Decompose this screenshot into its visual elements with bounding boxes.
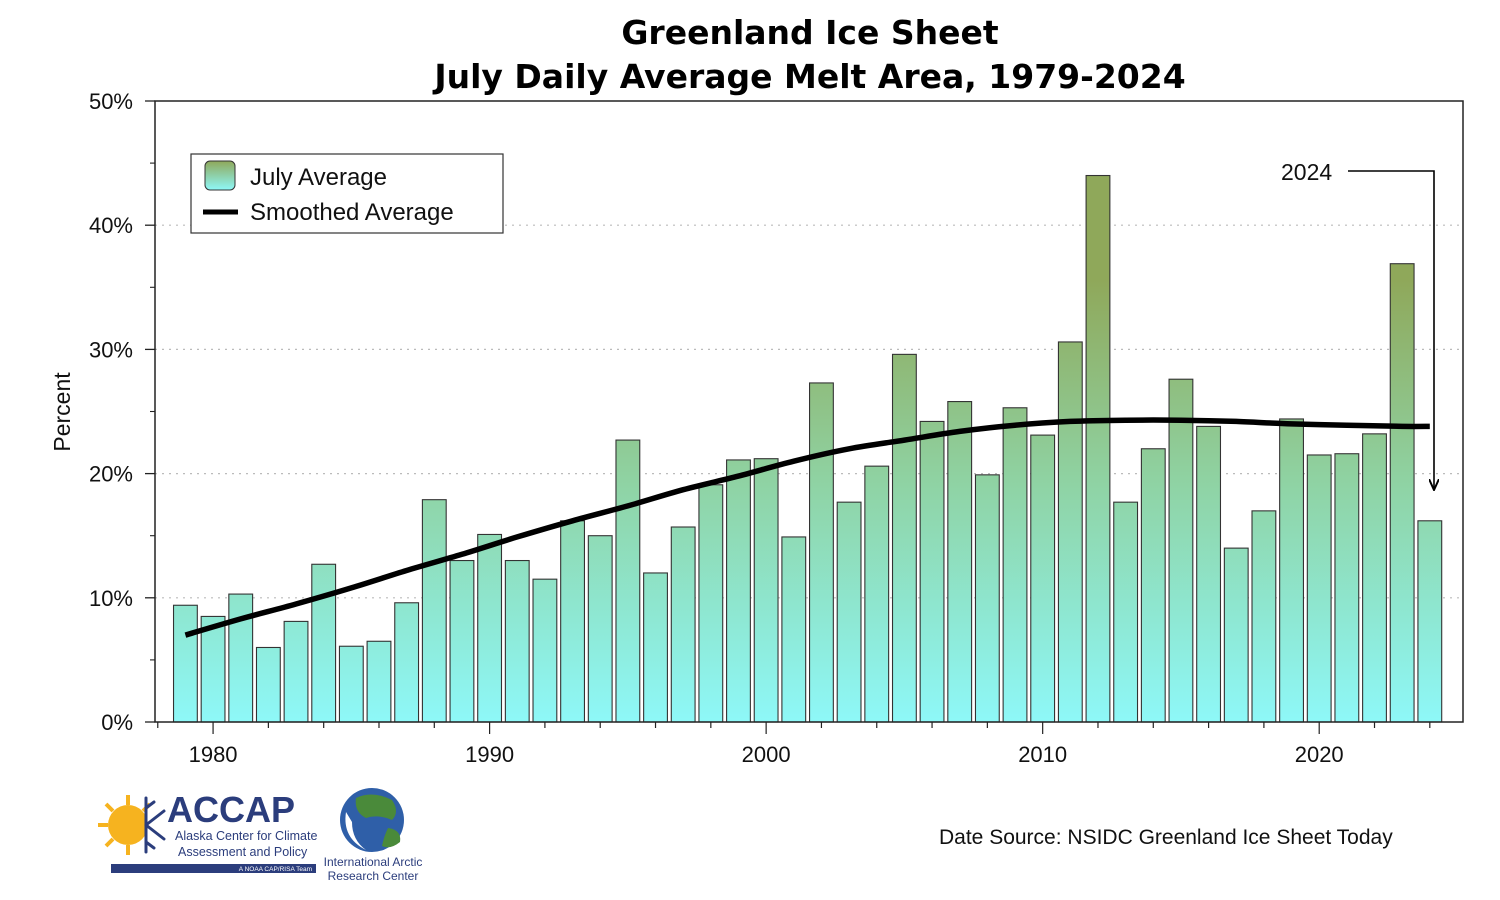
bar-1987 [394, 602, 420, 723]
bar-1982 [255, 646, 281, 723]
bar-1986 [366, 640, 392, 723]
y-tick-label: 50% [89, 89, 133, 114]
accap-line-2: Assessment and Policy [178, 845, 308, 859]
bar-1981 [228, 593, 254, 723]
y-axis-label: Percent [49, 372, 75, 452]
bar-1988 [421, 499, 447, 723]
bar-2014 [1140, 448, 1166, 723]
bar-2002 [809, 382, 834, 723]
annotation-label: 2024 [1281, 159, 1332, 185]
bar-1984 [311, 563, 337, 723]
bar-2006 [919, 420, 945, 723]
globe-icon [340, 788, 404, 852]
x-tick-label: 1990 [465, 742, 514, 767]
bar-2019 [1279, 418, 1304, 723]
x-tick-label: 2000 [742, 742, 791, 767]
bar-1995 [615, 439, 641, 723]
legend-box [190, 153, 504, 234]
iarc-line-1: International Arctic [324, 855, 423, 869]
y-tick-label: 20% [89, 462, 133, 487]
smoothed-series [184, 417, 1430, 638]
bar-1991 [504, 559, 530, 723]
bar-2010 [1030, 434, 1056, 723]
bar-2023 [1389, 263, 1415, 723]
bar-1997 [670, 526, 696, 723]
bar-2000 [753, 458, 779, 723]
y-tick-label: 10% [89, 586, 133, 611]
bar-2004 [864, 465, 890, 723]
bar-2018 [1251, 510, 1277, 723]
bar-1996 [643, 572, 668, 723]
bar-2013 [1113, 501, 1139, 723]
bar-1994 [587, 535, 613, 723]
bar-1999 [726, 459, 751, 723]
bar-1990 [477, 533, 503, 723]
bars-series [172, 174, 1443, 723]
legend-bar-swatch [204, 160, 236, 191]
bar-1980 [200, 615, 226, 723]
bar-2012 [1085, 174, 1111, 723]
y-tick-label: 40% [89, 213, 133, 238]
bar-2003 [836, 501, 862, 723]
accap-line-1: Alaska Center for Climate [175, 829, 317, 843]
legend-label-july-average: July Average [250, 164, 387, 191]
iarc-logo: International Arctic Research Center [324, 788, 423, 883]
smoothed-average-line [184, 417, 1430, 638]
x-tick-label: 1980 [189, 742, 238, 767]
annotation-2024: 2024 [1281, 159, 1434, 490]
chart-subtitle: July Daily Average Melt Area, 1979-2024 [432, 57, 1185, 96]
bar-1998 [698, 484, 724, 723]
bar-2015 [1168, 378, 1194, 723]
bar-2009 [1002, 407, 1028, 723]
bar-2011 [1057, 341, 1083, 723]
bar-2001 [781, 536, 807, 723]
bar-2007 [947, 401, 973, 723]
y-tick-label: 0% [101, 710, 133, 735]
y-axis: 0% 10% 20% 30% 40% 50% [89, 89, 155, 735]
accap-tagline: A NOAA CAP/RISA Team [239, 866, 312, 873]
x-tick-label: 2020 [1295, 742, 1344, 767]
source-note: Date Source: NSIDC Greenland Ice Sheet T… [939, 826, 1393, 849]
legend-label-smoothed-average: Smoothed Average [250, 199, 454, 226]
iarc-line-2: Research Center [328, 869, 419, 883]
accap-tagline-bar [111, 864, 316, 873]
x-tick-label: 2010 [1018, 742, 1067, 767]
bar-2017 [1223, 547, 1249, 723]
y-tick-label: 30% [89, 337, 133, 362]
bar-2016 [1196, 425, 1222, 723]
bar-1989 [449, 559, 475, 723]
x-axis: 1980 1990 2000 2010 2020 [157, 722, 1431, 767]
bar-2005 [891, 353, 917, 723]
bar-2021 [1334, 453, 1360, 723]
bar-2024 [1417, 520, 1443, 723]
bar-1983 [283, 620, 309, 723]
bar-1985 [338, 645, 364, 723]
sun-snowflake-icon [98, 795, 166, 855]
chart-title: Greenland Ice Sheet [621, 13, 999, 52]
bar-1993 [560, 520, 586, 723]
accap-logo: ACCAP Alaska Center for Climate Assessme… [98, 789, 317, 873]
bar-1979 [172, 604, 198, 723]
bar-2022 [1362, 433, 1387, 723]
accap-wordmark: ACCAP [167, 789, 295, 830]
legend: July Average Smoothed Average [190, 153, 504, 234]
bar-2008 [974, 474, 1000, 723]
bar-1992 [532, 578, 558, 723]
bar-2020 [1306, 454, 1332, 723]
annotation-arrow [1348, 170, 1434, 490]
